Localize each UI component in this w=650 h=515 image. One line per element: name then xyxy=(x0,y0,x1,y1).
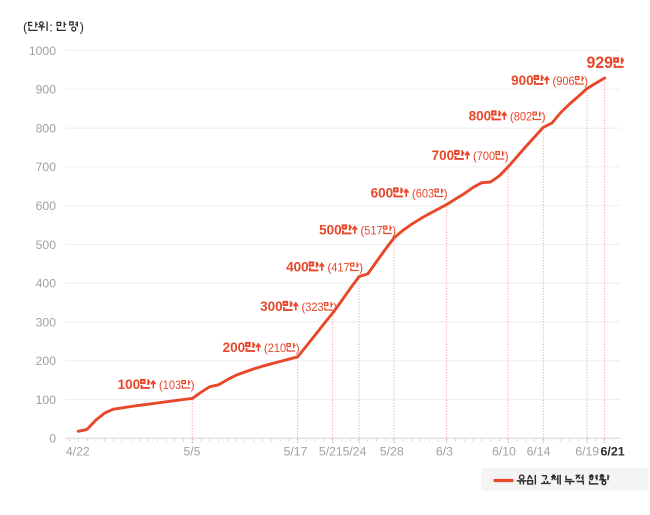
svg-text:(: ( xyxy=(552,74,556,88)
svg-text:802: 802 xyxy=(514,110,532,124)
svg-text:(: ( xyxy=(264,341,268,355)
svg-text:600: 600 xyxy=(36,199,57,213)
svg-text:517: 517 xyxy=(364,224,382,238)
svg-text:300: 300 xyxy=(260,299,283,314)
svg-text:1000: 1000 xyxy=(29,44,56,58)
svg-text:5/5: 5/5 xyxy=(184,445,201,459)
svg-text:700: 700 xyxy=(36,160,57,174)
svg-text:900: 900 xyxy=(511,73,534,88)
svg-text:100: 100 xyxy=(118,377,141,392)
svg-text:): ) xyxy=(296,341,300,355)
svg-text:4/22: 4/22 xyxy=(66,445,90,459)
svg-text:): ) xyxy=(542,110,546,124)
svg-text:400: 400 xyxy=(286,260,309,275)
svg-text:600: 600 xyxy=(371,186,394,201)
svg-text:6/3: 6/3 xyxy=(436,445,453,459)
svg-text:): ) xyxy=(584,74,588,88)
svg-text:400: 400 xyxy=(36,277,57,291)
svg-text:6/14: 6/14 xyxy=(527,445,551,459)
svg-text:(: ( xyxy=(327,261,331,275)
svg-text:5/17: 5/17 xyxy=(284,445,308,459)
svg-text:(: ( xyxy=(360,224,364,238)
svg-text:5/24: 5/24 xyxy=(343,445,367,459)
svg-text:(: ( xyxy=(412,187,416,201)
svg-text:6/19: 6/19 xyxy=(575,445,599,459)
svg-text:(: ( xyxy=(159,378,163,392)
svg-text:300: 300 xyxy=(36,315,57,329)
svg-text:800: 800 xyxy=(36,122,57,136)
svg-text:6/10: 6/10 xyxy=(492,445,516,459)
svg-text:): ) xyxy=(80,20,84,35)
svg-text:): ) xyxy=(505,149,509,163)
svg-text:800: 800 xyxy=(469,109,492,124)
svg-text:(: ( xyxy=(23,20,28,35)
svg-text:): ) xyxy=(191,378,195,392)
svg-text:200: 200 xyxy=(223,340,246,355)
svg-text:323: 323 xyxy=(305,300,323,314)
svg-text:929: 929 xyxy=(587,54,614,72)
svg-text:): ) xyxy=(333,300,337,314)
svg-text:): ) xyxy=(392,224,396,238)
svg-text:0: 0 xyxy=(49,432,56,446)
svg-text:5/28: 5/28 xyxy=(380,445,404,459)
svg-text:500: 500 xyxy=(319,223,342,238)
svg-text:103: 103 xyxy=(163,378,181,392)
svg-text:603: 603 xyxy=(416,187,434,201)
svg-text::: : xyxy=(49,20,53,35)
svg-text:906: 906 xyxy=(556,74,574,88)
svg-text:(: ( xyxy=(301,300,305,314)
svg-text:(: ( xyxy=(473,149,477,163)
svg-text:700: 700 xyxy=(432,148,455,163)
svg-text:100: 100 xyxy=(36,393,57,407)
svg-text:417: 417 xyxy=(331,261,349,275)
svg-text:5/21: 5/21 xyxy=(319,445,343,459)
svg-text:210: 210 xyxy=(268,341,286,355)
svg-text:6/21: 6/21 xyxy=(601,445,625,459)
svg-text:): ) xyxy=(359,261,363,275)
svg-text:(: ( xyxy=(510,110,514,124)
svg-text:200: 200 xyxy=(36,354,57,368)
svg-text:700: 700 xyxy=(477,149,495,163)
svg-text:500: 500 xyxy=(36,238,57,252)
svg-text:): ) xyxy=(444,187,448,201)
svg-text:900: 900 xyxy=(36,83,57,97)
